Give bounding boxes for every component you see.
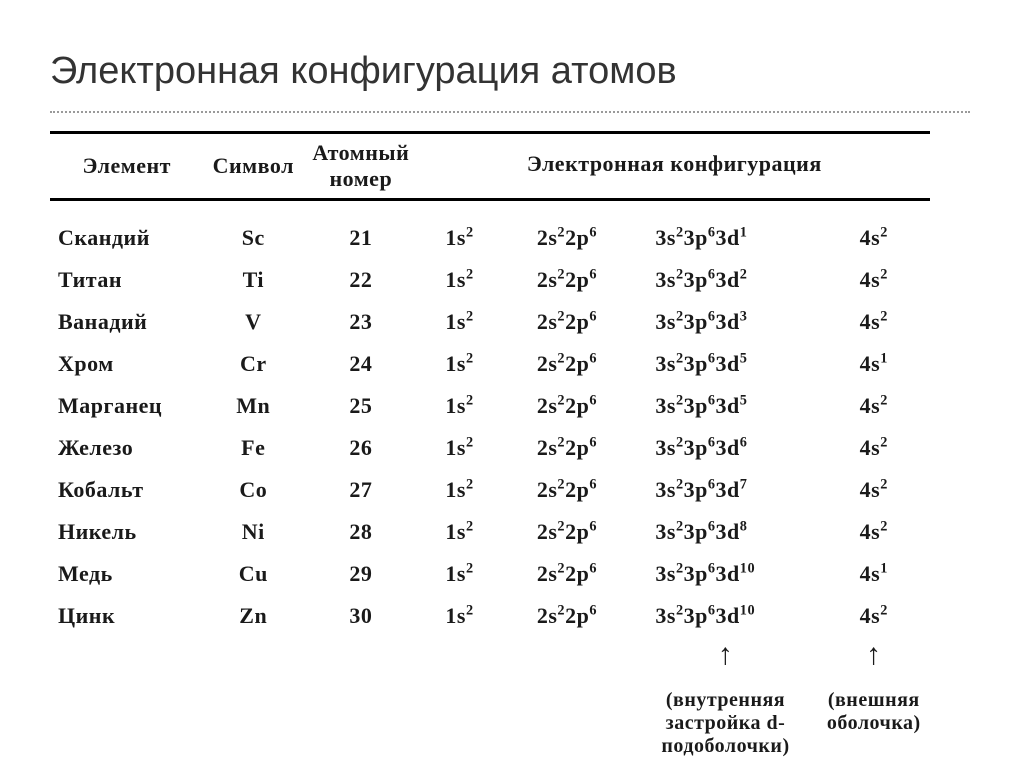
cell-symbol: Fe <box>203 427 303 469</box>
cell-atomic-number: 28 <box>303 511 419 553</box>
cell-shell1: 1s2 <box>419 343 501 385</box>
cell-atomic-number: 21 <box>303 217 419 259</box>
cell-element: Цинк <box>50 595 203 637</box>
table-row: СкандийSc211s22s22p63s23p63d14s2 <box>50 217 930 259</box>
caption-outer: (внешняяоболочка) <box>818 681 930 766</box>
cell-symbol: Co <box>203 469 303 511</box>
cell-symbol: Mn <box>203 385 303 427</box>
table-row: ХромCr241s22s22p63s23p63d54s1 <box>50 343 930 385</box>
cell-shell4: 4s2 <box>818 217 930 259</box>
cell-shell2: 2s22p6 <box>500 511 633 553</box>
cell-shell1: 1s2 <box>419 469 501 511</box>
title-rule <box>50 111 970 113</box>
cell-atomic-number: 30 <box>303 595 419 637</box>
cell-symbol: Cu <box>203 553 303 595</box>
table-row: НикельNi281s22s22p63s23p63d84s2 <box>50 511 930 553</box>
cell-element: Кобальт <box>50 469 203 511</box>
cell-shell2: 2s22p6 <box>500 595 633 637</box>
econfig-table: Элемент Символ Атомныйномер Электронная … <box>50 131 930 766</box>
cell-shell2: 2s22p6 <box>500 385 633 427</box>
cell-shell1: 1s2 <box>419 301 501 343</box>
page-title: Электронная конфигурация атомов <box>50 50 994 93</box>
cell-element: Скандий <box>50 217 203 259</box>
table-row: ТитанTi221s22s22p63s23p63d24s2 <box>50 259 930 301</box>
cell-element: Хром <box>50 343 203 385</box>
cell-atomic-number: 26 <box>303 427 419 469</box>
cell-atomic-number: 24 <box>303 343 419 385</box>
cell-shell3: 3s23p63d3 <box>633 301 817 343</box>
arrow-outer: ↑ <box>818 637 930 681</box>
cell-shell1: 1s2 <box>419 511 501 553</box>
cell-element: Марганец <box>50 385 203 427</box>
cell-atomic-number: 23 <box>303 301 419 343</box>
caption-inner: (внутренняязастройка d-подоболочки) <box>633 681 817 766</box>
table-head: Элемент Символ Атомныйномер Электронная … <box>50 133 930 200</box>
cell-element: Титан <box>50 259 203 301</box>
cell-shell4: 4s2 <box>818 385 930 427</box>
cell-element: Никель <box>50 511 203 553</box>
hdr-element: Элемент <box>50 133 203 200</box>
footer-caption-row: (внутренняязастройка d-подоболочки)(внеш… <box>50 681 930 766</box>
cell-shell1: 1s2 <box>419 385 501 427</box>
cell-shell2: 2s22p6 <box>500 553 633 595</box>
cell-shell4: 4s2 <box>818 511 930 553</box>
cell-shell1: 1s2 <box>419 427 501 469</box>
cell-shell3: 3s23p63d10 <box>633 553 817 595</box>
cell-shell3: 3s23p63d5 <box>633 385 817 427</box>
cell-shell2: 2s22p6 <box>500 343 633 385</box>
cell-shell3: 3s23p63d10 <box>633 595 817 637</box>
cell-symbol: Ni <box>203 511 303 553</box>
cell-shell4: 4s2 <box>818 259 930 301</box>
cell-symbol: V <box>203 301 303 343</box>
table-row: КобальтCo271s22s22p63s23p63d74s2 <box>50 469 930 511</box>
cell-shell2: 2s22p6 <box>500 301 633 343</box>
footer-arrows-row: ↑↑ <box>50 637 930 681</box>
table-row: МедьCu291s22s22p63s23p63d104s1 <box>50 553 930 595</box>
cell-shell2: 2s22p6 <box>500 469 633 511</box>
table-row: МарганецMn251s22s22p63s23p63d54s2 <box>50 385 930 427</box>
cell-symbol: Sc <box>203 217 303 259</box>
cell-shell4: 4s2 <box>818 301 930 343</box>
cell-shell2: 2s22p6 <box>500 259 633 301</box>
cell-atomic-number: 22 <box>303 259 419 301</box>
cell-shell4: 4s2 <box>818 469 930 511</box>
cell-shell3: 3s23p63d8 <box>633 511 817 553</box>
cell-shell3: 3s23p63d2 <box>633 259 817 301</box>
cell-symbol: Ti <box>203 259 303 301</box>
cell-shell2: 2s22p6 <box>500 217 633 259</box>
cell-shell3: 3s23p63d5 <box>633 343 817 385</box>
cell-shell4: 4s1 <box>818 553 930 595</box>
cell-symbol: Zn <box>203 595 303 637</box>
cell-shell2: 2s22p6 <box>500 427 633 469</box>
cell-atomic-number: 25 <box>303 385 419 427</box>
cell-element: Ванадий <box>50 301 203 343</box>
cell-symbol: Cr <box>203 343 303 385</box>
hdr-symbol: Символ <box>203 133 303 200</box>
arrow-inner: ↑ <box>633 637 817 681</box>
cell-shell3: 3s23p63d1 <box>633 217 817 259</box>
table-row: ЖелезоFe261s22s22p63s23p63d64s2 <box>50 427 930 469</box>
cell-shell3: 3s23p63d6 <box>633 427 817 469</box>
cell-shell1: 1s2 <box>419 259 501 301</box>
cell-shell4: 4s1 <box>818 343 930 385</box>
cell-shell1: 1s2 <box>419 595 501 637</box>
hdr-econfig: Электронная конфигурация <box>419 133 930 194</box>
cell-shell1: 1s2 <box>419 217 501 259</box>
cell-atomic-number: 29 <box>303 553 419 595</box>
econfig-table-wrap: Элемент Символ Атомныйномер Электронная … <box>50 131 994 766</box>
table-row: ЦинкZn301s22s22p63s23p63d104s2 <box>50 595 930 637</box>
hdr-atomic-number: Атомныйномер <box>303 133 419 200</box>
table-row: ВанадийV231s22s22p63s23p63d34s2 <box>50 301 930 343</box>
cell-shell3: 3s23p63d7 <box>633 469 817 511</box>
cell-atomic-number: 27 <box>303 469 419 511</box>
cell-shell1: 1s2 <box>419 553 501 595</box>
cell-element: Медь <box>50 553 203 595</box>
table-body: СкандийSc211s22s22p63s23p63d14s2ТитанTi2… <box>50 200 930 767</box>
cell-shell4: 4s2 <box>818 427 930 469</box>
cell-shell4: 4s2 <box>818 595 930 637</box>
cell-element: Железо <box>50 427 203 469</box>
